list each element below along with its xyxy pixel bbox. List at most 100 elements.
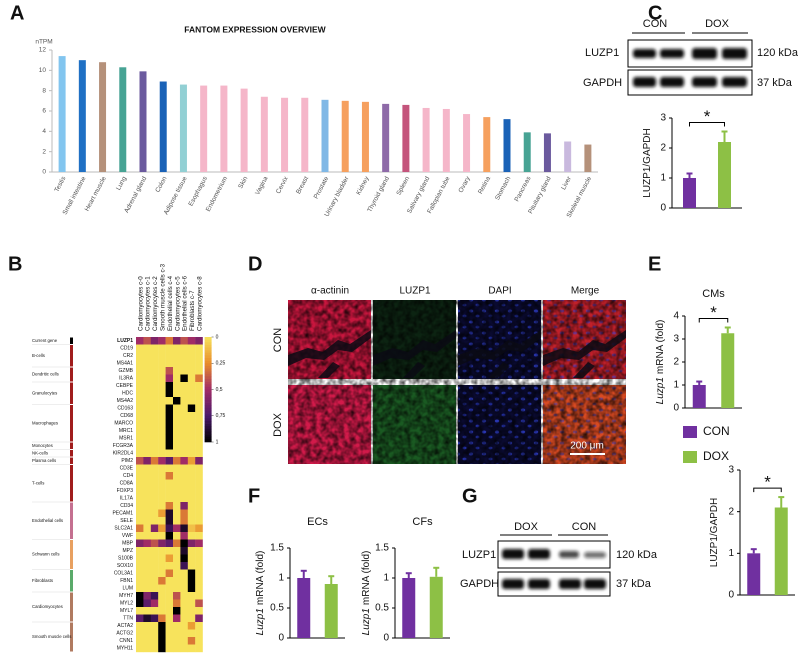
y-tick-label: 0	[673, 403, 679, 414]
heat-cell	[143, 637, 151, 645]
heat-cell	[143, 554, 151, 563]
heat-cell	[136, 382, 144, 390]
heat-cell	[150, 419, 159, 428]
heat-cell	[143, 464, 151, 473]
error-bar	[405, 572, 412, 578]
heat-cell	[195, 584, 203, 593]
heat-cell	[173, 637, 181, 645]
gene-label: CD68	[120, 413, 133, 419]
bar	[442, 108, 450, 172]
heat-cell	[150, 434, 159, 443]
heat-cell	[173, 374, 181, 383]
group-bar	[70, 592, 73, 622]
heat-cell	[143, 472, 151, 480]
bar	[78, 60, 86, 172]
group-bar	[70, 450, 73, 457]
gene-label: CD34	[120, 503, 133, 509]
bar	[422, 107, 430, 172]
heat-cell	[165, 607, 174, 615]
heat-cell	[136, 532, 144, 540]
group-bar	[70, 442, 73, 449]
heat-cell	[173, 427, 181, 435]
heat-cell	[187, 374, 196, 383]
heat-cell	[165, 449, 174, 458]
gene-label: TTN	[123, 616, 133, 622]
heat-cell	[195, 622, 203, 630]
heat-cell	[180, 419, 188, 428]
y-axis-label-gene: Luzp1	[655, 377, 666, 404]
chart-title: FANTOM EXPRESSION OVERVIEW	[184, 24, 326, 34]
y-tick-label: 0.5	[270, 603, 284, 614]
group-bar	[70, 540, 73, 569]
heat-cell	[180, 464, 188, 473]
heat-cell	[187, 397, 196, 405]
heat-cell	[165, 434, 174, 443]
heat-cell	[165, 562, 174, 570]
heat-cell	[150, 592, 159, 600]
error-bar	[696, 380, 703, 385]
heat-cell	[165, 622, 174, 630]
scale-bar-label: 200 μm	[570, 441, 604, 452]
heat-cell	[150, 464, 159, 473]
heat-cell	[165, 532, 174, 540]
condition-label: CON	[272, 328, 284, 353]
heat-cell	[143, 419, 151, 428]
y-tick-label: 0	[42, 169, 46, 176]
bar	[503, 119, 511, 172]
heat-cell	[150, 614, 159, 623]
y-tick-label: 0	[383, 633, 389, 644]
bar	[301, 97, 309, 172]
gene-label: MSR1	[119, 436, 133, 442]
heat-cell	[136, 562, 144, 570]
heat-cell	[165, 569, 174, 578]
error-bar	[433, 566, 440, 577]
panel-label: E	[648, 253, 661, 275]
group-label: Macrophages	[32, 420, 58, 425]
gene-label: FCGR3A	[113, 443, 134, 449]
y-tick-label: 3	[728, 465, 734, 476]
x-tick-label: Lung	[115, 175, 128, 191]
bar	[58, 56, 66, 172]
heat-cell	[180, 344, 188, 353]
heat-cell	[143, 359, 151, 368]
heat-cell	[187, 412, 196, 420]
significance-label: *	[710, 303, 717, 322]
blot-row: GAPDH	[583, 77, 622, 89]
heat-cell	[150, 622, 159, 630]
heat-cell	[173, 442, 181, 450]
heat-cell	[187, 517, 196, 525]
heat-cell	[173, 434, 181, 443]
texture	[288, 300, 626, 464]
heat-cell	[143, 412, 151, 420]
heat-cell	[187, 532, 196, 540]
heat-cell	[187, 554, 196, 563]
heat-cell	[173, 622, 181, 630]
heat-cell	[173, 592, 181, 600]
heat-cell	[165, 359, 174, 368]
heat-cell	[195, 412, 203, 420]
heat-cell	[136, 614, 144, 623]
panel-label: B	[8, 253, 22, 275]
gene-label: MS4A2	[117, 398, 134, 404]
heat-cell	[143, 337, 151, 345]
group-label: NK-cells	[32, 450, 48, 455]
colorbar-step	[204, 389, 212, 393]
heat-cell	[136, 629, 144, 638]
heat-cell	[180, 547, 188, 555]
heat-cell	[150, 569, 159, 578]
heat-cell	[143, 524, 151, 533]
heat-cell	[158, 344, 166, 353]
x-tick-label: Liver	[560, 175, 573, 191]
heat-cell	[173, 367, 181, 375]
channel-label: Merge	[571, 286, 600, 297]
colorbar-step	[204, 394, 212, 398]
heat-cell	[195, 509, 203, 518]
y-tick-label: 1	[383, 573, 389, 584]
heat-cell	[195, 607, 203, 615]
heat-cell	[187, 502, 196, 510]
heat-cell	[150, 382, 159, 390]
colorbar-step	[204, 400, 212, 403]
colorbar-step	[204, 371, 212, 375]
heat-cell	[158, 427, 166, 435]
heat-cell	[173, 479, 181, 488]
